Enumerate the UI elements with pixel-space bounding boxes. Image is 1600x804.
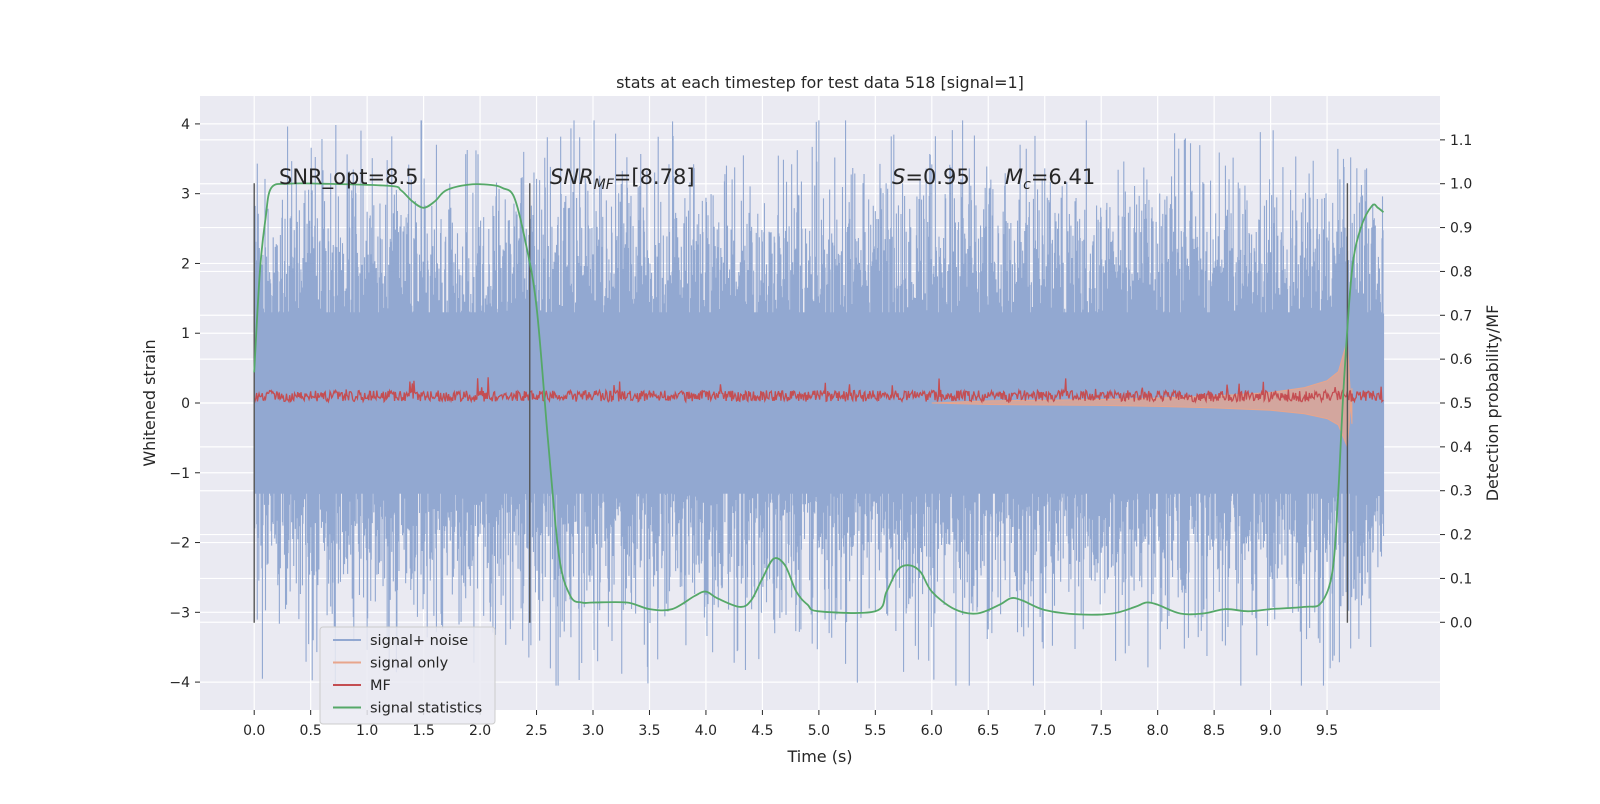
x-tick-label: 3.5 (638, 723, 660, 739)
x-axis-label: Time (s) (786, 747, 852, 766)
y2-tick-label: 0.8 (1450, 264, 1472, 280)
y2-tick-label: 0.6 (1450, 352, 1472, 368)
y-tick-label: −4 (169, 675, 190, 691)
legend-label-mf: MF (370, 678, 391, 694)
x-tick-label: 1.5 (412, 723, 434, 739)
mf-trace (253, 377, 1384, 404)
y-axis-label: Whitened strain (140, 339, 159, 466)
y2-tick-label: 0.1 (1450, 571, 1472, 587)
chart-title: stats at each timestep for test data 518… (616, 73, 1024, 92)
mc-value: =6.41 (1031, 165, 1095, 189)
y-tick-label: 4 (181, 117, 190, 133)
legend: signal+ noise signal only MF signal stat… (319, 626, 496, 725)
y-tick-label: 2 (181, 256, 190, 272)
annotations: SNR_opt=8.5 SNRMF=[8.78] S=0.95 Mc=6.41 (279, 165, 1095, 193)
x-tick-label: 0.5 (300, 723, 322, 739)
snr-mf-symbol: SNR (550, 165, 594, 189)
x-tick-label: 2.0 (469, 723, 491, 739)
x-tick-label: 3.0 (582, 723, 604, 739)
legend-label-signal-noise: signal+ noise (370, 633, 468, 649)
x-tick-label: 7.5 (1090, 723, 1112, 739)
legend-label-signal-only: signal only (370, 656, 449, 672)
mc-subscript: c (1023, 177, 1031, 193)
y-tick-label: 3 (181, 187, 190, 203)
series-mf (253, 377, 1384, 404)
segment-boundaries (253, 183, 1349, 623)
series-signal-statistics (253, 182, 1385, 616)
x-tick-label: 1.0 (356, 723, 378, 739)
snr-mf-subscript: MF (594, 177, 615, 193)
x-tick-label: 5.0 (808, 723, 830, 739)
annotation-snr-mf: SNRMF=[8.78] (550, 165, 695, 193)
x-tick-label: 4.0 (695, 723, 717, 739)
x-tick-label: 7.0 (1034, 723, 1056, 739)
y2-tick-label: 0.3 (1450, 484, 1472, 500)
x-tick-label: 8.5 (1203, 723, 1225, 739)
y-tick-label: −3 (169, 605, 190, 621)
y2-tick-label: 0.5 (1450, 396, 1472, 412)
x-tick-label: 9.0 (1259, 723, 1281, 739)
y-tick-label: −2 (169, 536, 190, 552)
annotation-s: S=0.95 (892, 165, 970, 189)
y2-tick-label: 0.9 (1450, 221, 1472, 237)
signal-statistics-trace (253, 182, 1385, 616)
x-tick-label: 0.0 (243, 723, 265, 739)
x-tick-label: 8.0 (1147, 723, 1169, 739)
x-tick-label: 9.5 (1316, 723, 1338, 739)
x-tick-label: 6.5 (977, 723, 999, 739)
y2-tick-label: 0.2 (1450, 528, 1472, 544)
y2-tick-label: 1.0 (1450, 177, 1472, 193)
s-symbol: S (892, 165, 905, 189)
x-tick-label: 2.5 (525, 723, 547, 739)
tick-labels: 0.0 0.5 1.0 1.5 2.0 2.5 3.0 3.5 4.0 4.5 5.0 5.5 6.0 6… (169, 117, 1472, 739)
x-tick-label: 6.0 (921, 723, 943, 739)
legend-box (319, 626, 496, 725)
x-tick-label: 4.5 (751, 723, 773, 739)
y2-axis-label: Detection probability/MF (1483, 305, 1502, 502)
y-tick-label: 1 (181, 326, 190, 342)
y2-tick-label: 0.0 (1450, 615, 1472, 631)
y2-tick-label: 1.1 (1450, 133, 1472, 149)
s-value: =0.95 (905, 165, 969, 189)
y-tick-label: 0 (181, 396, 190, 412)
snr-mf-value: =[8.78] (614, 165, 695, 189)
y2-tick-label: 0.4 (1450, 440, 1472, 456)
legend-label-signal-statistics: signal statistics (370, 701, 482, 717)
annotation-mc: Mc=6.41 (1005, 165, 1095, 193)
x-tick-label: 5.5 (864, 723, 886, 739)
mc-symbol: M (1005, 165, 1023, 189)
y-tick-label: −1 (169, 466, 190, 482)
annotation-snr-opt: SNR_opt=8.5 (279, 165, 419, 190)
y2-tick-label: 0.7 (1450, 308, 1472, 324)
